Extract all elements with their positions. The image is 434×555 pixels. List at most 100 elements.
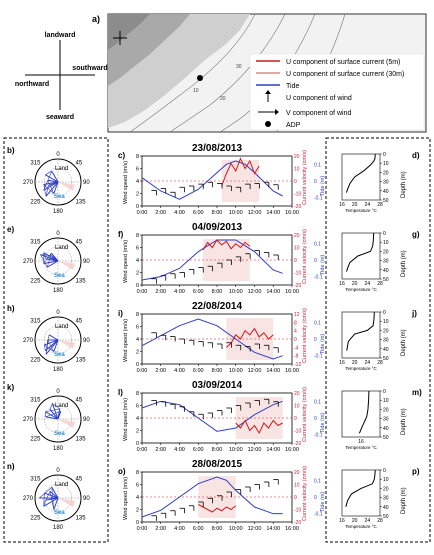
wind-tick-label: 8 xyxy=(136,233,139,239)
series-date-title: 04/09/2013 xyxy=(192,222,242,233)
rose-vector-trace xyxy=(45,402,61,420)
temp-tick-label: 24 xyxy=(365,281,371,287)
time-tick-label: 14:00 xyxy=(266,210,280,216)
profile-panel-label: j) xyxy=(411,309,417,318)
time-tick-label: 16:00 xyxy=(285,210,299,216)
rose-label-90: 90 xyxy=(83,180,90,186)
wind-tick-label: 0 xyxy=(136,520,139,526)
wind-axis-label: Wind speed (m/s) xyxy=(123,477,129,520)
rose-vector xyxy=(53,181,59,194)
rose-label-45: 45 xyxy=(76,160,83,166)
tide-axis-label: Tide (m) xyxy=(320,176,326,196)
current-tick-label: -10 xyxy=(294,429,301,435)
rose-current-sector xyxy=(58,261,76,271)
depth-tick-label: 10 xyxy=(383,240,389,246)
time-tick-label: 0:00 xyxy=(137,526,148,532)
current-tick-label: -10 xyxy=(294,508,301,514)
series-panel-label: i) xyxy=(118,309,123,318)
time-tick-label: 0:00 xyxy=(137,447,148,453)
current-axis-label: Current velocity (cm/s) xyxy=(302,308,308,363)
time-tick-label: 16:00 xyxy=(285,447,299,453)
depth-tick-label: 10 xyxy=(383,319,389,325)
contour-10: 10 xyxy=(193,88,199,94)
rose-panel-label: e) xyxy=(7,225,14,234)
temp-tick-label: 20 xyxy=(352,360,358,366)
depth-tick-label: 0 xyxy=(383,389,386,395)
rose-vector xyxy=(49,490,59,499)
depth-tick-label: 10 xyxy=(383,398,389,404)
depth-axis-label: Depth (m) xyxy=(401,250,407,277)
adp-marker xyxy=(197,75,203,81)
wind-tick-label: 6 xyxy=(136,246,139,252)
rose-panel-label: b) xyxy=(7,146,15,155)
depth-tick-label: 30 xyxy=(383,496,389,502)
time-tick-label: 2:00 xyxy=(155,368,166,374)
time-tick-label: 8:00 xyxy=(212,447,223,453)
tide-axis-label: Tide (m) xyxy=(320,492,326,512)
rose-label-135: 135 xyxy=(76,200,87,206)
temp-axis-label: Temperature °C xyxy=(345,287,377,292)
current-tick-label: 20 xyxy=(294,391,300,397)
time-tick-label: 2:00 xyxy=(155,526,166,532)
rose-land-label: Land xyxy=(55,403,68,409)
legend-adp: ADP xyxy=(286,122,301,129)
depth-tick-label: 50 xyxy=(383,198,389,204)
depth-tick-label: 30 xyxy=(383,338,389,344)
temp-tick-label: 16 xyxy=(358,439,364,445)
time-tick-label: 0:00 xyxy=(137,368,148,374)
temp-tick-label: 16 xyxy=(339,281,345,287)
time-tick-label: 6:00 xyxy=(193,447,204,453)
series-tide-line xyxy=(141,318,283,360)
temp-axis-label: Temperature °C xyxy=(345,524,377,529)
current-tick-label: -10 xyxy=(294,271,301,277)
current-tick-label: 12 xyxy=(294,312,300,318)
series-tide-line xyxy=(141,476,283,518)
rose-label-90: 90 xyxy=(83,496,90,502)
time-tick-label: 4:00 xyxy=(174,210,185,216)
profile-line xyxy=(345,232,375,272)
crosshair-icon xyxy=(113,31,127,45)
temp-tick-label: 24 xyxy=(365,202,371,208)
current-tick-label: 20 xyxy=(294,233,300,239)
map-panel-label: a) xyxy=(92,14,100,24)
tide-axis-label: Tide (m) xyxy=(320,255,326,275)
rose-land-label: Land xyxy=(55,166,68,172)
rose-vector xyxy=(45,339,59,355)
current-tick-label: 10 xyxy=(294,404,300,410)
profile-frame xyxy=(341,232,381,280)
rose-label-135: 135 xyxy=(76,437,87,443)
time-tick-label: 6:00 xyxy=(193,210,204,216)
time-tick-label: 4:00 xyxy=(174,368,185,374)
time-tick-label: 4:00 xyxy=(174,447,185,453)
series-tide-line xyxy=(141,400,283,432)
rose-vector xyxy=(51,486,59,499)
rose-vector xyxy=(48,334,59,341)
depth-axis-label: Depth (m) xyxy=(401,487,407,514)
wind-tick-label: 8 xyxy=(136,154,139,160)
depth-tick-label: 40 xyxy=(383,189,389,195)
rose-label-180: 180 xyxy=(53,288,64,294)
temp-tick-label: 16 xyxy=(339,202,345,208)
profile-panel-label: p) xyxy=(412,467,420,476)
rose-vector xyxy=(51,403,59,420)
wind-tick-label: 4 xyxy=(136,258,139,264)
rose-vector-trace xyxy=(43,334,59,355)
legend-u5: U component of surface current (5m) xyxy=(286,59,400,66)
tide-tick-label: 0.1 xyxy=(314,162,321,168)
tide-tick-label: 0.1 xyxy=(314,241,321,247)
time-tick-label: 16:00 xyxy=(285,526,299,532)
current-tick-label: -8 xyxy=(294,354,299,360)
wind-tick-label: 0 xyxy=(136,283,139,289)
current-tick-label: -10 xyxy=(294,192,301,198)
wind-tick-label: 2 xyxy=(136,192,139,198)
row-2: h) 0 180 90 270 45 315 135 225 Land Sea 22/08/2014 i… xyxy=(7,301,417,374)
rose-label-180: 180 xyxy=(53,367,64,373)
series-current-line xyxy=(198,504,237,513)
time-tick-label: 10:00 xyxy=(229,210,243,216)
depth-tick-label: 20 xyxy=(383,486,389,492)
depth-tick-label: 30 xyxy=(383,259,389,265)
rose-vector xyxy=(57,411,62,420)
time-tick-label: 12:00 xyxy=(248,526,262,532)
